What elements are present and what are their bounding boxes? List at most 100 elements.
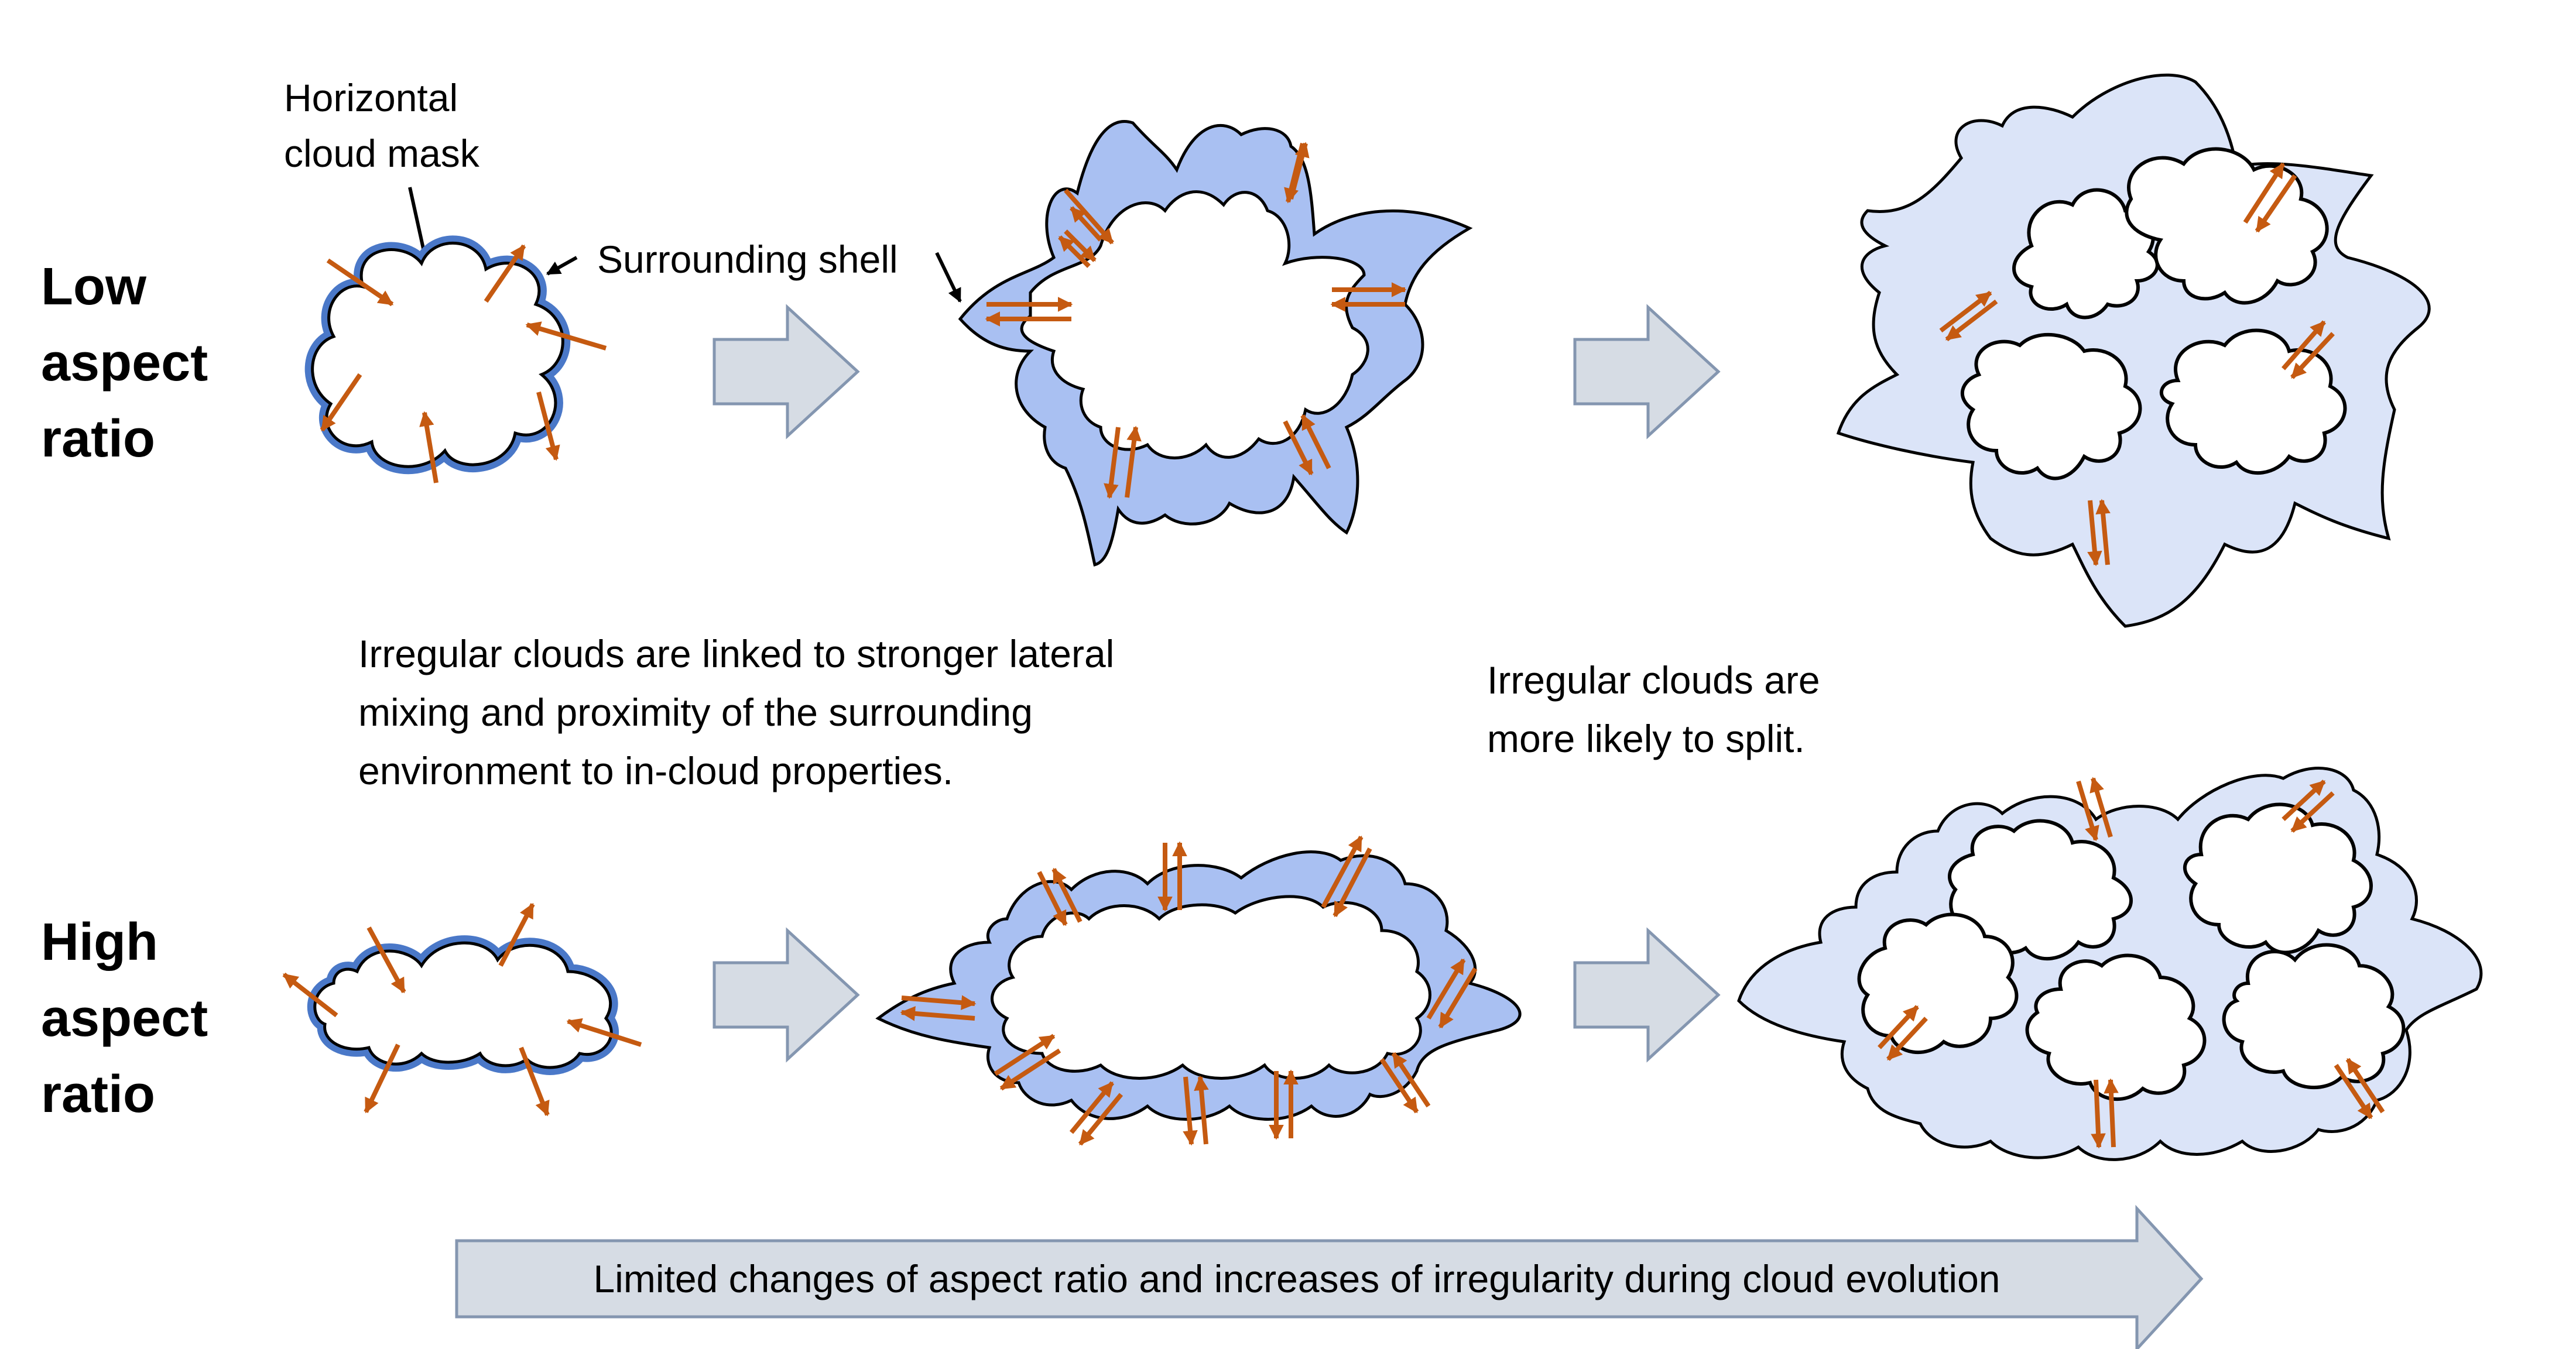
flux-arrow [2243,162,2286,224]
flux-arrow [2345,1058,2385,1114]
flux-arrow [2281,320,2327,370]
mixing-note-line-3: environment to in-cloud properties. [358,749,953,792]
split-cloud [2183,802,2373,955]
mixing-note-line-1: Irregular clouds are linked to stronger … [358,632,1114,675]
flux-arrow [1379,1058,1419,1114]
flux-arrow [2095,499,2111,565]
flux-arrow [1069,1081,1115,1134]
high-cloud-stage-3 [1737,767,2483,1161]
flux-arrow [2290,332,2335,379]
split-cloud [1960,332,2142,480]
flux-arrow [2091,1079,2106,1149]
split-note-line-2: more likely to split. [1487,717,1805,760]
flux-arrow [366,926,406,994]
row-label-high: High aspect ratio [41,913,208,1124]
row-label-high-line-2: aspect [41,989,208,1048]
flux-arrow [1321,835,1364,908]
high-cloud-stage-2-mask [991,895,1431,1080]
flux-arrow [1125,425,1142,498]
flux-arrow [999,1048,1061,1091]
flux-arrow [1300,414,1331,469]
split-cloud [1857,912,2019,1055]
flux-arrow [1289,142,1310,200]
flux-arrow [1051,867,1083,923]
evolution-banner: Limited changes of aspect ratio and incr… [455,1204,2204,1349]
flux-arrow [484,244,526,303]
split-note: Irregular clouds are more likely to spli… [1487,658,1820,760]
flux-arrow [2290,791,2335,833]
flux-arrow [364,1043,400,1114]
flux-arrow [1283,420,1314,476]
high-cloud-stage-2 [875,850,1522,1121]
flux-arrow [519,1046,550,1117]
flux-arrow [994,1034,1056,1076]
flux-arrow [1104,427,1121,499]
flux-arrow [2282,780,2326,821]
flux-arrow [498,902,535,967]
high-cloud-stage-1 [307,935,619,1075]
flux-arrow [282,972,338,1018]
low-cloud-stage-3-flux-arrows [1939,162,2335,567]
low-cloud-stage-3-shell [1836,73,2431,628]
flux-arrow [1391,1052,1431,1108]
flux-arrow [901,995,977,1010]
flux-arrow [1945,299,1998,342]
flux-arrow [900,1006,975,1021]
row-label-high-line-1: High [41,913,158,972]
high-cloud-stage-2-flux-arrows [900,835,1478,1146]
shell-pointer-large [935,252,962,303]
low-cloud-stage-1 [304,235,571,475]
low-cloud-stage-2 [958,120,1473,567]
split-cloud [2012,188,2159,320]
flux-arrow [2334,1063,2373,1120]
flux-arrow [1194,1075,1209,1145]
mixing-note-line-2: mixing and proximity of the surrounding [358,691,1033,734]
high-cloud-stage-1-mask [313,941,613,1069]
flux-arrow [1037,871,1068,926]
low-cloud-stage-1-flux-arrows [320,244,607,483]
row-label-low: Low aspect ratio [41,258,208,468]
flux-arrow [1886,1017,1928,1061]
split-cloud [2222,943,2406,1090]
high-cloud-stage-1-flux-arrows [282,902,642,1117]
flux-arrow [1939,290,1992,333]
flux-arrow [1878,1005,1919,1049]
mask-label-line-2: cloud mask [284,132,480,175]
low-cloud-stage-1-mask [311,242,564,468]
split-cloud [2125,147,2329,305]
low-cloud-stage-2-flux-arrows [985,142,1407,499]
flux-arrow [419,411,439,483]
mask-label-line-1: Horizontal [284,76,458,119]
row-label-low-line-3: ratio [41,410,155,468]
evolution-banner-text: Limited changes of aspect ratio and incr… [593,1257,2000,1300]
split-cloud [2025,953,2207,1101]
split-note-line-1: Irregular clouds are [1487,658,1820,702]
low-cloud-stage-2-mask [1020,190,1369,459]
step-arrow [1573,927,1721,1063]
row-label-low-line-2: aspect [41,334,208,392]
row-label-low-line-1: Low [41,258,147,316]
low-cloud-stage-3 [1836,73,2431,628]
flux-arrow [2255,174,2297,233]
flux-arrow [2089,777,2113,838]
flux-arrow [1058,235,1091,268]
flux-arrow [1426,958,1466,1020]
flux-arrow [320,373,362,432]
shell-pointer-small [546,256,578,276]
row-label-high-line-3: ratio [41,1065,155,1124]
flux-arrow [525,321,607,351]
flux-arrow [2076,780,2099,842]
flux-arrow [326,258,394,307]
step-arrow [712,927,860,1063]
high-cloud-stage-3-flux-arrows [1878,777,2385,1149]
mixing-note: Irregular clouds are linked to stronger … [358,632,1114,792]
step-arrow [1573,304,1721,440]
flux-arrow [566,1018,642,1047]
flux-arrow [2104,1078,2119,1148]
flux-arrow [1438,967,1478,1029]
flux-arrow [1064,188,1114,245]
evolution-banner-arrow [455,1204,2204,1349]
flux-arrow [1070,206,1102,242]
mask-label: Horizontal cloud mask [284,76,480,175]
